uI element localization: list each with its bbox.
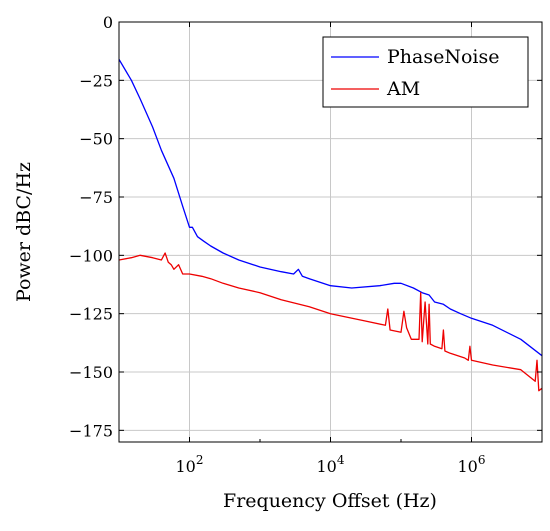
y-tick-label: −75 [79,188,113,207]
series-layer [119,58,542,392]
legend-label: PhaseNoise [387,46,499,68]
y-tick-label: −175 [69,421,113,440]
y-tick-label: −25 [79,71,113,90]
legend-label: AM [386,78,420,100]
ticks: 102 104 106 0 −25 −50 −75 −100 −125 −150 −175 [69,13,543,476]
y-tick-label: −125 [69,305,113,324]
x-tick-label: 104 [317,453,345,476]
y-tick-label: −50 [79,130,113,149]
x-tick-label: 102 [176,453,204,476]
y-axis-title: Power dBC/Hz [13,162,35,302]
series-line-phasenoise [119,58,542,357]
series-line-am [119,252,542,392]
legend: PhaseNoise AM [322,36,529,108]
x-axis-title: Frequency Offset (Hz) [223,490,437,512]
x-tick-label: 106 [458,453,486,476]
y-tick-label: −100 [69,246,113,265]
y-tick-label: −150 [69,363,113,382]
y-tick-label: 0 [103,13,113,32]
legend-box [322,36,529,108]
